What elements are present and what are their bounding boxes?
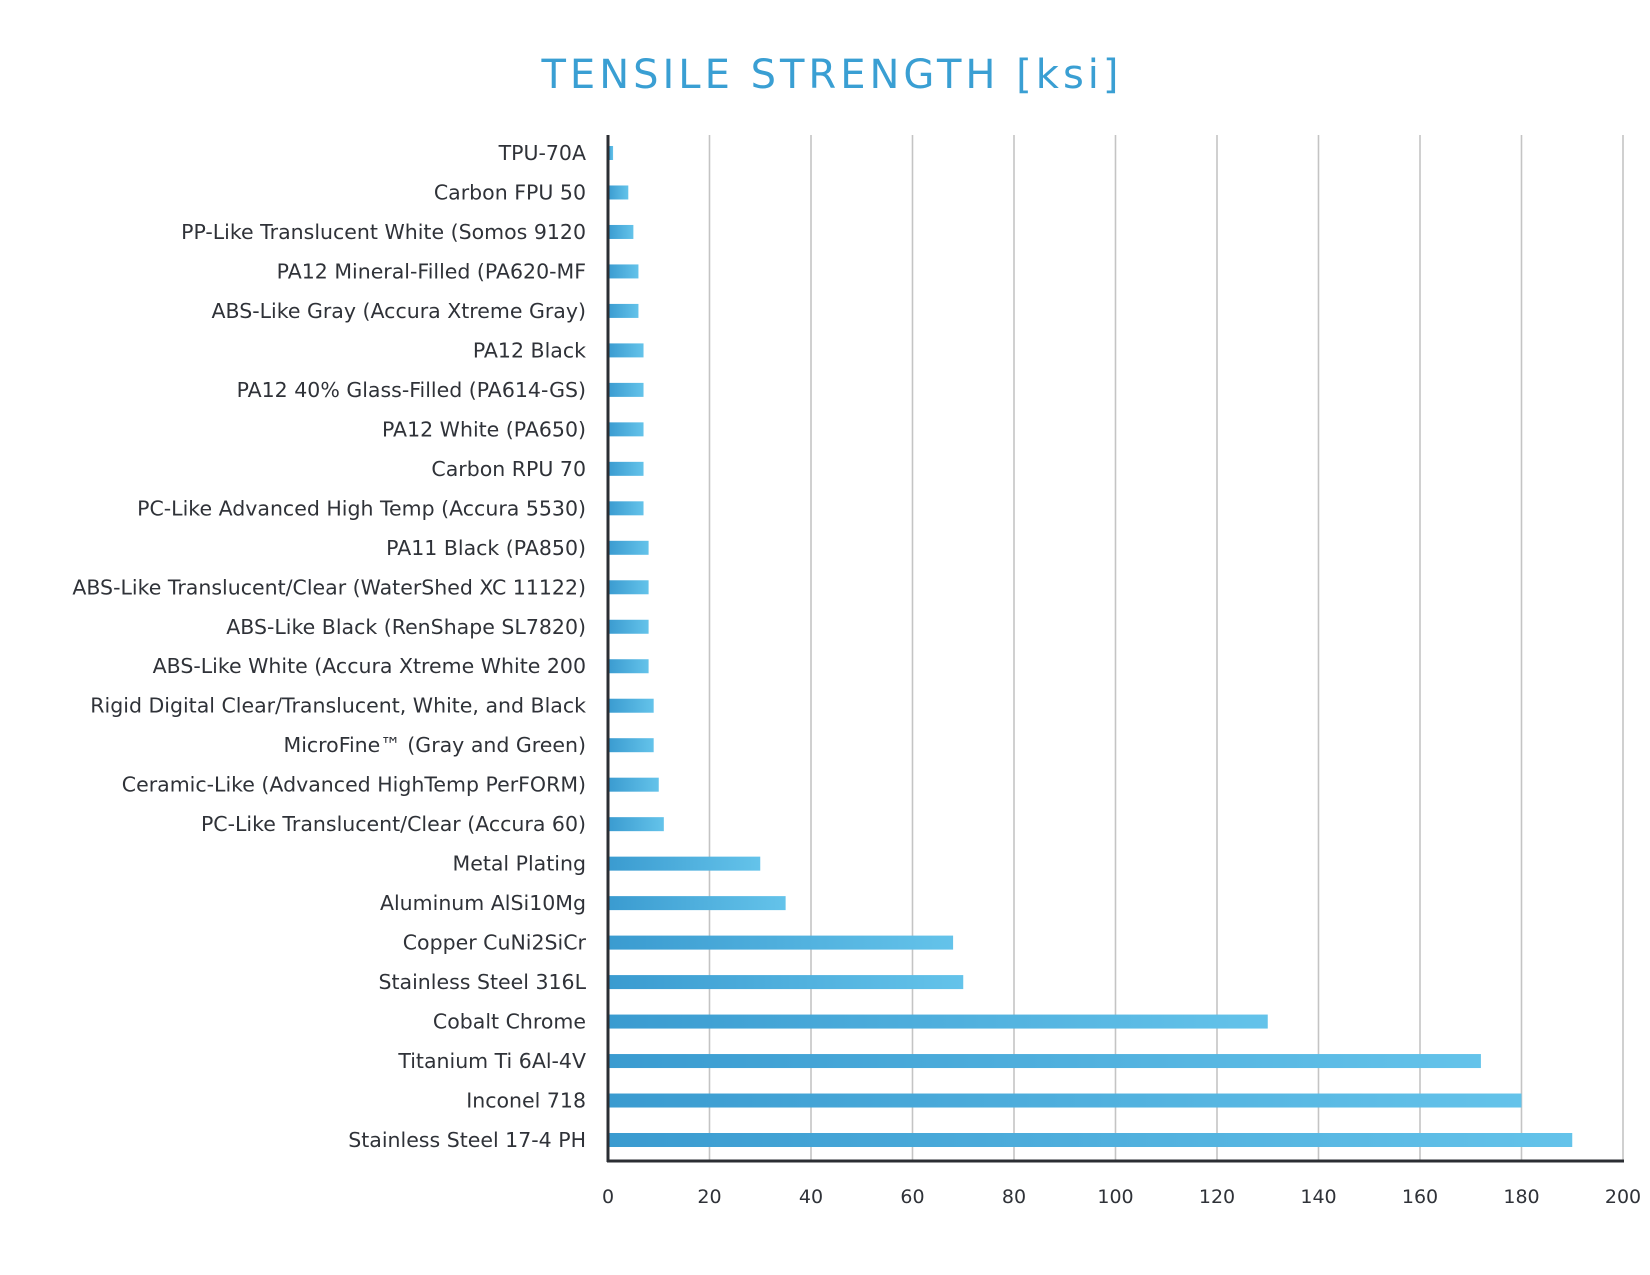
category-label-17: PC-Like Translucent/Clear (Accura 60) bbox=[201, 812, 586, 836]
bar-14 bbox=[608, 698, 654, 713]
category-label-11: ABS-Like Translucent/Clear (WaterShed XC… bbox=[72, 575, 586, 599]
bar-22 bbox=[608, 1014, 1268, 1029]
category-label-5: PA12 Black bbox=[473, 338, 586, 362]
category-label-25: Stainless Steel 17-4 PH bbox=[348, 1128, 586, 1152]
x-tick-label-3: 60 bbox=[900, 1186, 924, 1208]
x-tick-label-5: 100 bbox=[1097, 1186, 1133, 1208]
bar-12 bbox=[608, 619, 649, 634]
category-label-15: MicroFine™ (Gray and Green) bbox=[284, 733, 586, 757]
category-label-6: PA12 40% Glass-Filled (PA614-GS) bbox=[237, 378, 586, 402]
x-tick-label-2: 40 bbox=[799, 1186, 823, 1208]
category-label-12: ABS-Like Black (RenShape SL7820) bbox=[226, 615, 586, 639]
category-label-21: Stainless Steel 316L bbox=[378, 970, 586, 994]
category-label-4: ABS-Like Gray (Accura Xtreme Gray) bbox=[211, 299, 586, 323]
bar-11 bbox=[608, 580, 649, 595]
x-tick-label-6: 120 bbox=[1199, 1186, 1235, 1208]
x-tick-labels: 0 20 40 60 80 100 120 140 160 180 200 bbox=[602, 1186, 1641, 1208]
category-label-16: Ceramic-Like (Advanced HighTemp PerFORM) bbox=[122, 773, 586, 797]
bar-5 bbox=[608, 343, 644, 358]
bar-2 bbox=[608, 224, 634, 239]
x-tick-label-7: 140 bbox=[1300, 1186, 1336, 1208]
bar-6 bbox=[608, 382, 644, 397]
bar-13 bbox=[608, 659, 649, 674]
category-label-22: Cobalt Chrome bbox=[433, 1010, 586, 1034]
category-label-24: Inconel 718 bbox=[466, 1089, 586, 1113]
bar-8 bbox=[608, 461, 644, 476]
x-tick-label-9: 180 bbox=[1503, 1186, 1539, 1208]
x-tick-label-8: 160 bbox=[1402, 1186, 1438, 1208]
category-label-1: Carbon FPU 50 bbox=[434, 180, 586, 204]
bar-9 bbox=[608, 501, 644, 516]
category-label-3: PA12 Mineral-Filled (PA620-MF bbox=[277, 259, 586, 283]
bar-25 bbox=[608, 1133, 1573, 1147]
x-tick-label-0: 0 bbox=[602, 1186, 614, 1208]
bar-23 bbox=[608, 1054, 1481, 1069]
category-label-13: ABS-Like White (Accura Xtreme White 200 bbox=[153, 654, 586, 678]
category-label-14: Rigid Digital Clear/Translucent, White, … bbox=[90, 694, 586, 718]
category-label-0: TPU-70A bbox=[498, 141, 586, 165]
bars bbox=[608, 146, 1573, 1147]
bar-1 bbox=[608, 185, 629, 200]
category-label-20: Copper CuNi2SiCr bbox=[403, 931, 587, 955]
bar-7 bbox=[608, 422, 644, 437]
category-label-23: Titanium Ti 6Al-4V bbox=[397, 1049, 586, 1073]
category-label-10: PA11 Black (PA850) bbox=[386, 536, 586, 560]
bar-21 bbox=[608, 975, 964, 990]
bar-10 bbox=[608, 540, 649, 555]
bar-24 bbox=[608, 1093, 1522, 1108]
bar-15 bbox=[608, 738, 654, 753]
category-label-7: PA12 White (PA650) bbox=[382, 417, 586, 441]
axes bbox=[606, 135, 1624, 1163]
bar-4 bbox=[608, 303, 639, 318]
gridlines bbox=[708, 135, 1624, 1161]
x-tick-label-1: 20 bbox=[697, 1186, 721, 1208]
bar-19 bbox=[608, 896, 786, 911]
x-tick-label-4: 80 bbox=[1002, 1186, 1026, 1208]
x-tick-label-10: 200 bbox=[1605, 1186, 1641, 1208]
bar-20 bbox=[608, 935, 954, 950]
bar-0 bbox=[608, 146, 614, 160]
chart-title: TENSILE STRENGTH [ksi] bbox=[540, 52, 1122, 98]
bar-3 bbox=[608, 264, 639, 279]
category-label-9: PC-Like Advanced High Temp (Accura 5530) bbox=[137, 496, 586, 520]
category-label-18: Metal Plating bbox=[453, 852, 586, 876]
bar-17 bbox=[608, 817, 664, 832]
category-labels: TPU-70A Carbon FPU 50 PP-Like Translucent … bbox=[72, 141, 586, 1152]
bar-16 bbox=[608, 777, 659, 792]
category-label-2: PP-Like Translucent White (Somos 9120 bbox=[181, 220, 586, 244]
bar-18 bbox=[608, 856, 761, 871]
category-label-19: Aluminum AlSi10Mg bbox=[380, 891, 586, 915]
category-label-8: Carbon RPU 70 bbox=[431, 457, 586, 481]
